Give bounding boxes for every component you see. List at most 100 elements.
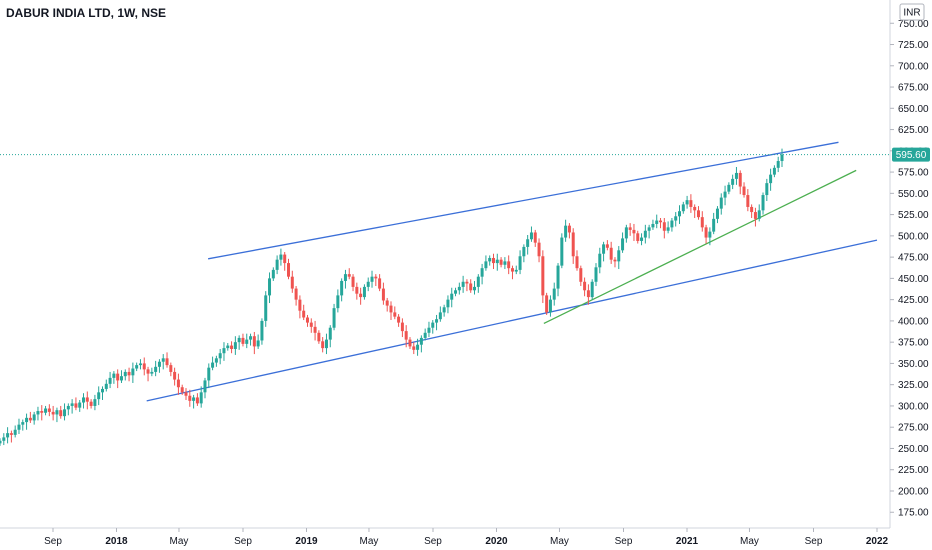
y-tick-label: 700.00: [898, 61, 929, 72]
candle-body: [9, 433, 13, 435]
candle-body: [260, 320, 264, 341]
candle-body: [112, 373, 116, 378]
candle-body: [93, 399, 97, 406]
candle-body: [412, 346, 416, 350]
candle-body: [161, 358, 165, 362]
candle-body: [336, 295, 340, 309]
x-tick-label: May: [740, 536, 759, 547]
candle-body: [36, 411, 40, 415]
y-tick-label: 375.00: [898, 338, 929, 349]
y-tick-label: 425.00: [898, 295, 929, 306]
candle-body: [252, 336, 256, 347]
candle-body: [651, 223, 655, 228]
candle-body: [640, 237, 644, 241]
candle-body: [750, 206, 754, 213]
candle-body: [104, 383, 108, 389]
candle-body: [602, 244, 606, 254]
candle-body: [541, 256, 545, 296]
candle-body: [28, 417, 32, 421]
y-tick-label: 300.00: [898, 401, 929, 412]
candle-body: [548, 299, 552, 313]
candle-body: [529, 232, 533, 240]
candle-body: [218, 353, 222, 359]
candle-body: [138, 363, 142, 366]
candle-body: [621, 238, 625, 251]
candle-body: [685, 200, 689, 205]
candle-body: [89, 401, 93, 406]
x-tick-label: 2019: [295, 536, 318, 547]
candle-body: [321, 341, 325, 349]
candle-body: [290, 276, 294, 289]
candle-body: [123, 371, 127, 377]
candle-body: [131, 368, 135, 376]
candle-body: [287, 263, 291, 277]
candle-body: [362, 286, 366, 298]
candle-body: [408, 339, 412, 347]
candle-body: [457, 286, 461, 291]
candle-body: [192, 397, 196, 401]
candle-body: [100, 388, 104, 393]
candle-body: [632, 229, 636, 234]
candle-body: [245, 339, 249, 344]
candle-body: [176, 379, 180, 388]
support-trend-line: [543, 169, 857, 325]
candle-body: [370, 276, 374, 282]
candle-body: [662, 222, 666, 231]
candle-body: [419, 337, 423, 345]
candle-body: [351, 276, 355, 287]
candle-body: [116, 373, 120, 381]
candle-body: [753, 212, 757, 219]
candle-body: [510, 268, 514, 272]
last-price-label: 595.60: [896, 150, 927, 161]
candle-body: [180, 387, 184, 393]
candle-body: [214, 358, 218, 363]
candle-body: [689, 200, 693, 207]
candle-body: [514, 269, 518, 272]
candle-body: [503, 261, 507, 265]
candle-body: [381, 288, 385, 301]
candle-body: [609, 247, 613, 260]
candle-body: [461, 281, 465, 287]
candle-body: [119, 376, 123, 381]
candle-body: [385, 300, 389, 306]
candle-body: [708, 231, 712, 238]
candle-body: [355, 286, 359, 294]
candle-body: [150, 371, 154, 374]
candle-body: [199, 392, 203, 404]
candle-body: [85, 397, 89, 402]
candle-body: [495, 259, 499, 264]
candle-body: [146, 369, 150, 374]
candle-body: [583, 281, 587, 291]
candle-body: [184, 392, 188, 396]
y-tick-label: 250.00: [898, 444, 929, 455]
candle-body: [230, 345, 234, 349]
candle-body: [271, 269, 275, 279]
candle-body: [715, 208, 719, 219]
candle-body: [40, 411, 44, 413]
candle-body: [340, 280, 344, 296]
candle-body: [522, 246, 526, 257]
x-tick-label: May: [550, 536, 569, 547]
y-tick-label: 200.00: [898, 486, 929, 497]
candle-body: [203, 380, 207, 393]
candle-body: [628, 227, 632, 230]
channel-lower-line: [146, 239, 878, 402]
candle-body: [738, 172, 742, 187]
candle-body: [465, 281, 469, 284]
y-tick-label: 675.00: [898, 83, 929, 94]
candle-body: [704, 227, 708, 238]
candle-body: [82, 397, 86, 403]
candle-body: [712, 218, 716, 232]
candle-body: [731, 178, 735, 185]
x-tick-label: 2021: [676, 536, 699, 547]
candle-body: [416, 344, 420, 350]
candle-body: [188, 395, 192, 401]
chart-title: DABUR INDIA LTD, 1W, NSE: [6, 6, 167, 20]
candle-body: [233, 342, 237, 349]
candle-body: [374, 276, 378, 279]
candle-body: [450, 293, 454, 300]
candle-body: [655, 220, 659, 224]
candle-body: [507, 261, 511, 269]
x-tick-label: Sep: [234, 536, 252, 547]
